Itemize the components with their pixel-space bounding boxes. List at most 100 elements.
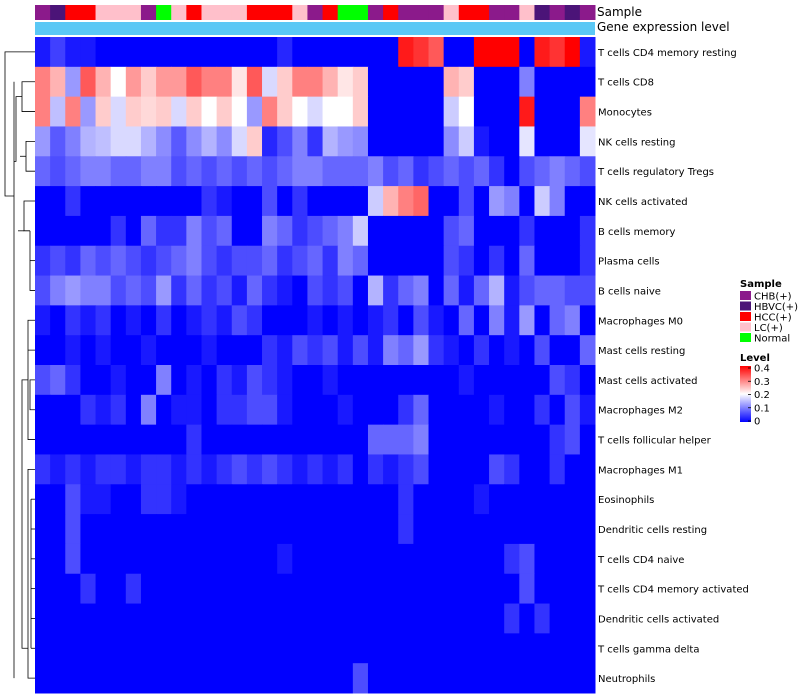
heatmap-cell	[186, 96, 202, 127]
heatmap-cell	[35, 156, 51, 187]
heatmap-cell	[110, 37, 127, 68]
heatmap-cell	[201, 37, 218, 68]
heatmap-cell	[95, 305, 112, 336]
heatmap-cell	[504, 514, 520, 545]
heatmap-cell	[579, 126, 596, 157]
heatmap-cell	[367, 365, 384, 396]
legend-swatch	[740, 333, 751, 342]
heatmap-cell	[110, 663, 127, 694]
heatmap-cell	[322, 454, 339, 485]
heatmap-cell	[473, 514, 490, 545]
dendrogram-branch	[25, 140, 35, 172]
heatmap-cell	[65, 186, 81, 217]
heatmap-cell	[186, 305, 202, 336]
sample-cell	[292, 5, 308, 20]
heatmap-cell	[262, 66, 278, 98]
heatmap-cell	[489, 186, 505, 217]
heatmap-cell	[186, 454, 202, 485]
heatmap-cell	[216, 186, 233, 217]
heatmap-cell	[292, 156, 308, 187]
heatmap-cell	[50, 96, 66, 127]
heatmap-cell	[140, 245, 157, 277]
heatmap-cell	[231, 37, 248, 68]
legend-swatch	[740, 322, 751, 332]
sample-cell	[383, 5, 399, 20]
level-tick-label: 0.2	[754, 390, 770, 401]
heatmap-cell	[579, 215, 596, 247]
heatmap-cell	[35, 603, 51, 634]
heatmap-cell	[473, 245, 490, 277]
heatmap-cell	[50, 365, 66, 396]
heatmap-cell	[110, 245, 127, 277]
heatmap-cell	[473, 96, 490, 127]
heatmap-cell	[216, 66, 233, 98]
heatmap-cell	[322, 66, 339, 98]
heatmap-cell	[95, 37, 112, 68]
heatmap-cell	[458, 633, 475, 664]
heatmap-cell	[504, 603, 520, 634]
heatmap-cell	[65, 424, 81, 455]
row-label: T cells CD4 naive	[597, 555, 684, 566]
heatmap-cell	[413, 454, 430, 485]
heatmap-cell	[246, 96, 263, 127]
heatmap-cell	[504, 663, 520, 694]
heatmap-cell	[564, 335, 581, 366]
heatmap-cell	[519, 156, 535, 187]
heatmap-cell	[50, 335, 66, 366]
heatmap-cell	[277, 543, 293, 575]
heatmap-cell	[564, 305, 581, 336]
heatmap-cell	[95, 215, 112, 247]
heatmap-cell	[186, 663, 202, 694]
heatmap-cell	[579, 514, 596, 545]
heatmap-cell	[35, 424, 51, 455]
heatmap-cell	[110, 186, 127, 217]
heatmap-cell	[140, 126, 157, 157]
heatmap-cell	[398, 454, 414, 485]
heatmap-cell	[110, 514, 127, 545]
sample-cell	[534, 5, 551, 20]
heatmap-cell	[110, 335, 127, 366]
heatmap-cell	[519, 543, 535, 575]
heatmap-cell	[110, 275, 127, 306]
heatmap-cell	[352, 66, 369, 98]
heatmap-cell	[262, 245, 278, 277]
heatmap-cell	[216, 633, 233, 664]
heatmap-cell	[80, 305, 97, 336]
heatmap-cell	[337, 37, 354, 68]
heatmap-cell	[504, 454, 520, 485]
heatmap-cell	[504, 66, 520, 98]
heatmap-cell	[171, 573, 187, 605]
heatmap-cell	[428, 484, 445, 515]
heatmap-cell	[489, 126, 505, 157]
heatmap-cell	[125, 365, 142, 396]
heatmap-cell	[579, 454, 596, 485]
heatmap-cell	[413, 424, 430, 455]
heatmap-cell	[367, 66, 384, 98]
sample-cell	[519, 5, 535, 20]
heatmap-cell	[579, 543, 596, 575]
sample-cell	[307, 5, 324, 20]
heatmap-cell	[231, 603, 248, 634]
heatmap-cell	[125, 573, 142, 605]
heatmap-cell	[231, 424, 248, 455]
heatmap-cell	[80, 603, 97, 634]
heatmap-cell	[337, 215, 354, 247]
heatmap-cell	[413, 484, 430, 515]
heatmap-cell	[519, 365, 535, 396]
heatmap-cell	[367, 543, 384, 575]
heatmap-cell	[383, 454, 399, 485]
heatmap-cell	[246, 573, 263, 605]
heatmap-cell	[352, 215, 369, 247]
heatmap-cell	[262, 394, 278, 426]
heatmap-cell	[579, 484, 596, 515]
heatmap-cell	[171, 424, 187, 455]
heatmap-cell	[201, 454, 218, 485]
heatmap-cell	[352, 96, 369, 127]
heatmap-cell	[398, 543, 414, 575]
heatmap-cell	[246, 365, 263, 396]
heatmap-cell	[413, 603, 430, 634]
heatmap-cell	[262, 484, 278, 515]
sample-cell	[443, 5, 460, 20]
heatmap-cell	[125, 245, 142, 277]
heatmap-cell	[504, 186, 520, 217]
